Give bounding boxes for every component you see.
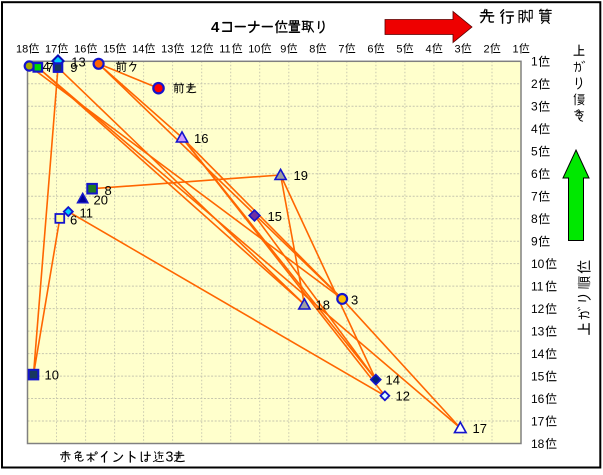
svg-text:9: 9 — [70, 60, 77, 75]
svg-text:2: 2 — [531, 77, 538, 91]
svg-text:14: 14 — [531, 347, 545, 361]
svg-text:8: 8 — [105, 183, 112, 198]
svg-text:11: 11 — [219, 44, 230, 56]
svg-text:16: 16 — [194, 131, 208, 146]
svg-text:18: 18 — [316, 298, 330, 313]
svg-text:11: 11 — [80, 206, 94, 221]
svg-text:6: 6 — [367, 44, 373, 56]
svg-text:16: 16 — [74, 44, 86, 56]
svg-text:3: 3 — [455, 44, 461, 56]
svg-text:18: 18 — [531, 437, 545, 451]
svg-text:12: 12 — [531, 302, 545, 316]
svg-text:5: 5 — [396, 44, 402, 56]
svg-text:13: 13 — [71, 55, 85, 70]
svg-text:15: 15 — [103, 44, 115, 56]
svg-text:3: 3 — [351, 293, 358, 308]
svg-text:16: 16 — [531, 392, 545, 406]
svg-text:6: 6 — [531, 167, 538, 181]
svg-text:5: 5 — [531, 145, 538, 159]
svg-text:7: 7 — [46, 60, 53, 75]
svg-text:14: 14 — [386, 373, 400, 388]
svg-text:3: 3 — [531, 100, 538, 114]
svg-text:20: 20 — [94, 193, 108, 208]
svg-text:15: 15 — [268, 209, 282, 224]
svg-text:7: 7 — [531, 190, 538, 204]
svg-text:8: 8 — [309, 44, 315, 56]
svg-text:9: 9 — [280, 44, 286, 56]
svg-text:12: 12 — [190, 44, 202, 56]
svg-text:10: 10 — [45, 368, 59, 383]
svg-text:17: 17 — [473, 421, 487, 436]
svg-text:17: 17 — [45, 44, 57, 56]
svg-text:4: 4 — [531, 122, 538, 136]
svg-text:2: 2 — [484, 44, 490, 56]
svg-text:12: 12 — [396, 389, 410, 404]
svg-text:4: 4 — [426, 44, 432, 56]
svg-text:13: 13 — [531, 324, 545, 338]
svg-text:4: 4 — [211, 19, 220, 36]
svg-text:1: 1 — [531, 55, 538, 69]
svg-text:11: 11 — [531, 279, 544, 293]
svg-text:19: 19 — [294, 168, 308, 183]
svg-text:4: 4 — [43, 59, 50, 74]
svg-text:18: 18 — [16, 44, 28, 56]
svg-text:3: 3 — [165, 449, 173, 465]
svg-text:10: 10 — [248, 44, 260, 56]
svg-text:13: 13 — [161, 44, 173, 56]
svg-text:1: 1 — [513, 44, 519, 56]
svg-text:15: 15 — [531, 369, 545, 383]
svg-text:17: 17 — [531, 414, 545, 428]
svg-text:7: 7 — [338, 44, 344, 56]
svg-text:6: 6 — [70, 213, 77, 228]
svg-text:10: 10 — [531, 257, 545, 271]
svg-text:14: 14 — [132, 44, 144, 56]
svg-text:9: 9 — [531, 235, 538, 249]
svg-text:8: 8 — [531, 212, 538, 226]
